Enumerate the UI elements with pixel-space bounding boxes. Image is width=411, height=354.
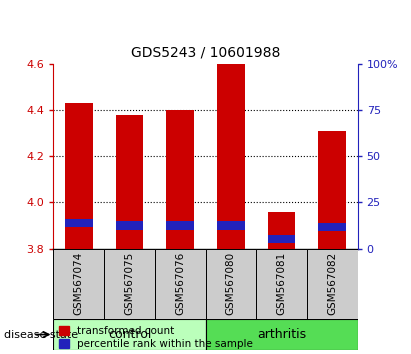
Bar: [166, 221, 194, 229]
Text: arthritis: arthritis: [257, 328, 306, 341]
Bar: [53, 249, 104, 319]
Bar: [307, 249, 358, 319]
Bar: [53, 319, 206, 350]
Bar: [115, 221, 143, 229]
Text: disease state: disease state: [4, 330, 78, 339]
Text: control: control: [108, 328, 151, 341]
Text: GSM567080: GSM567080: [226, 252, 236, 315]
Text: GSM567076: GSM567076: [175, 252, 185, 315]
Bar: [268, 235, 296, 244]
Bar: [217, 64, 245, 249]
Text: GSM567074: GSM567074: [74, 252, 84, 315]
Bar: [65, 103, 93, 249]
Bar: [318, 131, 346, 249]
Bar: [65, 219, 93, 227]
Bar: [104, 249, 155, 319]
Bar: [155, 249, 206, 319]
Text: GSM567081: GSM567081: [277, 252, 286, 315]
Text: GSM567082: GSM567082: [327, 252, 337, 315]
Bar: [256, 249, 307, 319]
Bar: [268, 212, 296, 249]
Bar: [206, 319, 358, 350]
Text: GSM567075: GSM567075: [125, 252, 134, 315]
Bar: [115, 115, 143, 249]
Title: GDS5243 / 10601988: GDS5243 / 10601988: [131, 46, 280, 60]
Bar: [318, 223, 346, 231]
Bar: [217, 221, 245, 229]
Legend: transformed count, percentile rank within the sample: transformed count, percentile rank withi…: [59, 326, 253, 349]
Bar: [166, 110, 194, 249]
Bar: [206, 249, 256, 319]
